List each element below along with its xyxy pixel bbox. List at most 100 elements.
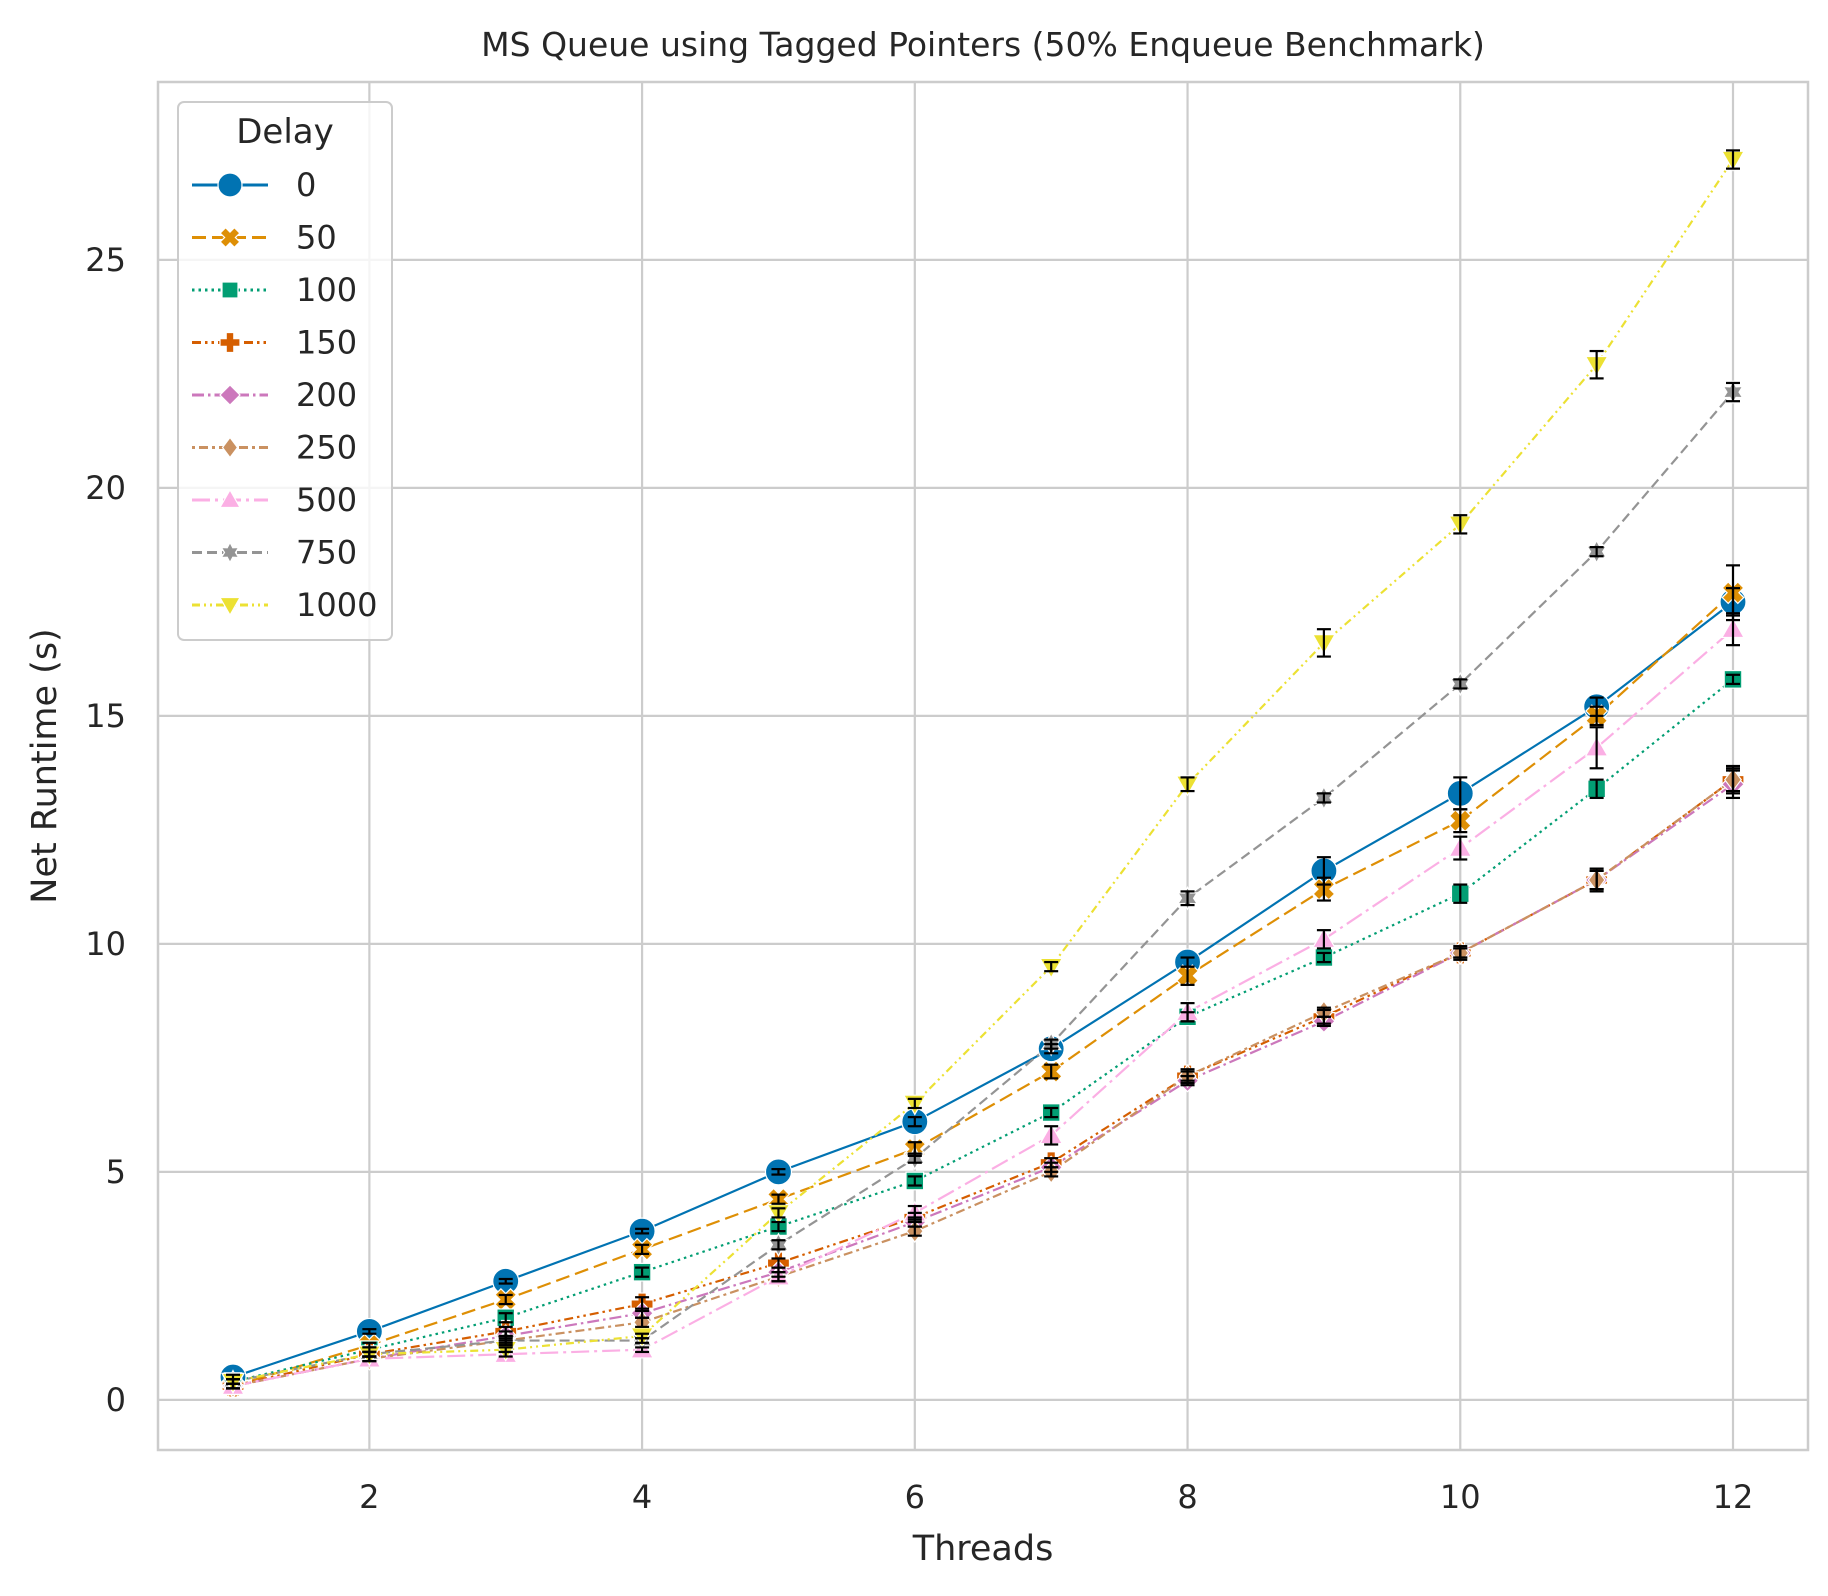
x-tick-label: 10 xyxy=(1440,1478,1481,1516)
legend-label: 500 xyxy=(296,481,357,519)
error-bar-100 xyxy=(1726,673,1740,686)
legend-item-0: 0 xyxy=(192,166,316,204)
error-bar-500 xyxy=(635,1346,650,1354)
legend-marker-0 xyxy=(217,172,243,198)
series-line-50 xyxy=(232,591,1734,1388)
legend-items: 0 50 100 150 200 250 500 750 1000 xyxy=(192,166,377,624)
error-bar-0 xyxy=(498,1277,513,1285)
x-tick-label: 12 xyxy=(1713,1478,1754,1516)
error-bar-500 xyxy=(1453,835,1468,861)
error-bar-750 xyxy=(1316,792,1331,804)
error-bar-500 xyxy=(1044,1125,1059,1146)
legend-item-750: 750 xyxy=(192,534,357,572)
error-bar-1000 xyxy=(498,1346,513,1354)
legend-marker-50 xyxy=(219,226,241,249)
error-bar-250 xyxy=(907,1225,922,1237)
series-line-100 xyxy=(232,678,1734,1383)
error-bar-750 xyxy=(498,1337,513,1344)
error-bar-100 xyxy=(498,1312,513,1324)
error-bar-250 xyxy=(1044,1166,1059,1178)
y-axis-label: Net Runtime (s) xyxy=(25,628,65,903)
legend-item-200: 200 xyxy=(192,376,357,414)
legend-title: Delay xyxy=(236,112,334,152)
legend-label: 200 xyxy=(296,376,357,414)
error-bar-0 xyxy=(362,1328,377,1335)
legend-label: 100 xyxy=(296,271,357,309)
legend-item-150: 150 xyxy=(192,324,357,362)
legend-marker-750 xyxy=(220,541,240,564)
x-axis-label: Threads xyxy=(912,1529,1054,1569)
error-bar-750 xyxy=(1726,381,1740,403)
series-line-500 xyxy=(232,628,1734,1388)
error-bar-1000 xyxy=(1180,776,1195,793)
error-bar-1000 xyxy=(1044,960,1059,973)
error-bar-100 xyxy=(1453,883,1468,904)
legend-item-100: 100 xyxy=(192,271,357,309)
error-bar-250 xyxy=(1453,947,1468,959)
legend-item-50: 50 xyxy=(192,219,337,257)
x-tick-label: 8 xyxy=(1177,1478,1197,1516)
series-line-150 xyxy=(232,778,1734,1388)
legend: Delay 0 50 100 150 200 250 500 750 1000 xyxy=(177,101,393,641)
series-line-1000 xyxy=(232,158,1734,1383)
error-bar-1000 xyxy=(1726,149,1740,170)
legend-item-500: 500 xyxy=(192,481,357,519)
legend-item-1000: 1000 xyxy=(192,586,377,624)
error-bar-250 xyxy=(1180,1070,1195,1082)
y-tick-label: 5 xyxy=(106,1153,126,1191)
x-tick-labels: 2 4 6 8 10 12 xyxy=(359,1478,1753,1516)
legend-item-250: 250 xyxy=(192,429,357,467)
error-bar-500 xyxy=(1180,1002,1195,1023)
error-bar-50 xyxy=(1044,1063,1059,1080)
error-bar-250 xyxy=(1726,764,1740,795)
grid-lines xyxy=(158,82,1808,1450)
y-tick-label: 25 xyxy=(85,241,126,279)
y-tick-label: 10 xyxy=(85,925,126,963)
x-tick-label: 4 xyxy=(632,1478,652,1516)
error-bar-500 xyxy=(907,1204,922,1221)
x-tick-label: 2 xyxy=(359,1478,379,1516)
error-bar-0 xyxy=(771,1168,786,1176)
error-bar-1000 xyxy=(771,1207,786,1219)
legend-label: 1000 xyxy=(296,586,377,624)
error-bar-100 xyxy=(1589,778,1604,800)
error-bar-750 xyxy=(1180,890,1195,907)
legend-marker-100 xyxy=(221,281,239,299)
y-tick-label: 15 xyxy=(85,697,126,735)
error-bar-100 xyxy=(1044,1106,1059,1119)
legend-label: 150 xyxy=(296,324,357,362)
error-bar-0 xyxy=(635,1227,650,1235)
legend-box xyxy=(177,101,393,641)
error-bar-1000 xyxy=(1453,514,1468,535)
legend-marker-200 xyxy=(219,384,241,406)
legend-marker-150 xyxy=(219,331,241,354)
chart-title: MS Queue using Tagged Pointers (50% Enqu… xyxy=(481,25,1485,64)
series-line-0 xyxy=(232,600,1734,1379)
error-bar-750 xyxy=(771,1239,786,1251)
error-bar-100 xyxy=(907,1175,922,1187)
error-bar-500 xyxy=(1589,726,1604,770)
legend-label: 50 xyxy=(296,219,337,257)
error-bar-750 xyxy=(1453,678,1468,690)
error-bar-100 xyxy=(635,1266,650,1278)
error-bar-500 xyxy=(1726,612,1740,647)
legend-label: 0 xyxy=(296,166,316,204)
error-bar-50 xyxy=(1453,808,1468,834)
error-bar-1000 xyxy=(226,1378,240,1385)
series-line-250 xyxy=(232,778,1734,1388)
error-bar-250 xyxy=(635,1316,650,1328)
error-bar-1000 xyxy=(362,1350,377,1358)
error-bar-50 xyxy=(635,1243,650,1256)
error-bar-1000 xyxy=(1589,349,1604,380)
legend-marker-1000 xyxy=(218,596,242,617)
series-line-750 xyxy=(232,391,1734,1383)
error-bar-1000 xyxy=(1316,628,1331,658)
y-tick-label: 0 xyxy=(106,1381,126,1419)
error-bar-250 xyxy=(1316,1006,1331,1018)
legend-label: 250 xyxy=(296,429,357,467)
y-tick-labels: 0 5 10 15 20 25 xyxy=(85,241,126,1419)
plot-area-frame xyxy=(156,80,1810,1452)
error-bar-500 xyxy=(771,1271,786,1283)
